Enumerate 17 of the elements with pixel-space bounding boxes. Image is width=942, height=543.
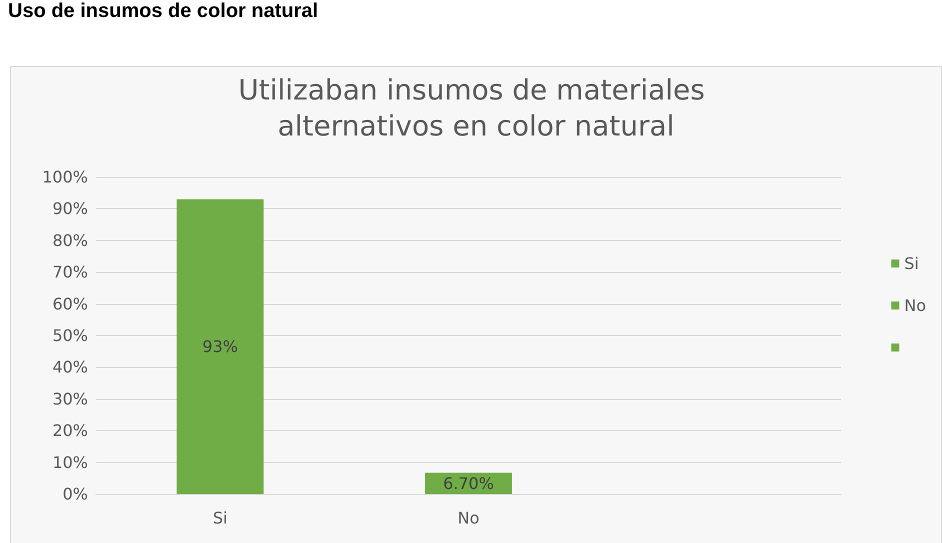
y-tick-label: 100%: [42, 168, 88, 186]
legend-label: Si: [904, 254, 919, 273]
y-tick-label: 60%: [52, 294, 88, 314]
y-tick-label: 40%: [52, 358, 88, 377]
text: Uso de insumos de color natural: [8, 0, 318, 23]
y-tick-label: 30%: [52, 389, 88, 408]
y-tick-label: 20%: [52, 421, 88, 440]
y-tick-label: 0%: [62, 484, 88, 504]
y-tick-label: 10%: [52, 452, 88, 472]
data-label: 93%: [202, 337, 238, 356]
y-tick-label: 70%: [52, 262, 88, 282]
chart-title: Utilizaban insumos de materiales alternativos en color natural: [238, 74, 714, 142]
y-tick-label: 90%: [52, 199, 88, 218]
y-tick-label: 80%: [52, 230, 88, 250]
data-label: 6.70%: [443, 474, 494, 493]
y-tick-label: 50%: [52, 326, 88, 345]
legend-label: No: [904, 296, 926, 315]
